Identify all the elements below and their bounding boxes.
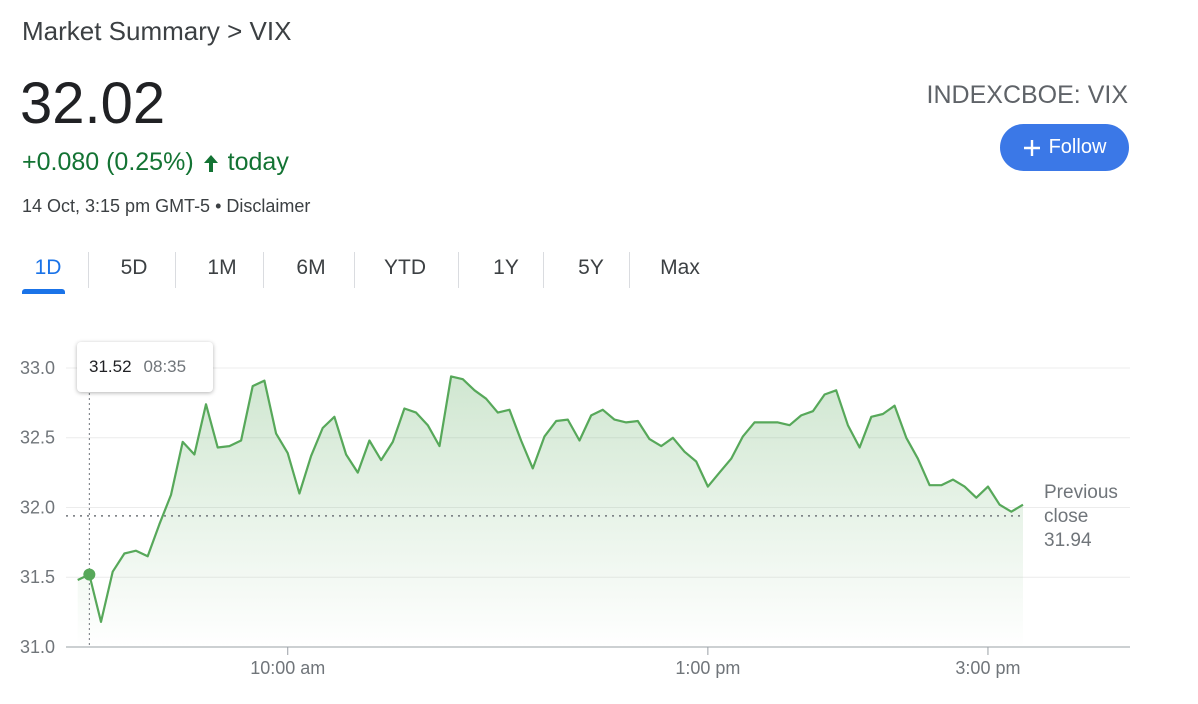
tab-indicator <box>22 289 65 294</box>
y-tick-label: 32.5 <box>20 428 55 448</box>
tab-separator <box>88 252 89 288</box>
tooltip-value: 31.52 <box>89 357 132 376</box>
breadcrumb[interactable]: Market Summary > VIX <box>22 16 292 46</box>
change-period: today <box>227 148 289 176</box>
price-line <box>77 375 1024 623</box>
x-tick-label: 10:00 am <box>250 658 325 678</box>
tooltip: 31.52 08:35 <box>77 342 213 392</box>
range-tab[interactable]: 1Y <box>493 256 519 279</box>
timestamp[interactable]: 14 Oct, 3:15 pm GMT-5 • Disclaimer <box>22 196 311 216</box>
plus-icon <box>1023 139 1040 156</box>
tab-separator <box>354 252 355 288</box>
tab-separator <box>629 252 630 288</box>
hover-dot <box>83 568 96 581</box>
range-tab[interactable]: 6M <box>296 256 326 279</box>
y-tick-label: 32.0 <box>20 497 55 517</box>
range-tab[interactable]: Max <box>660 256 700 279</box>
x-tick-label: 1:00 pm <box>675 658 740 678</box>
range-tab[interactable]: 1M <box>207 256 237 279</box>
range-tab[interactable]: YTD <box>384 256 426 279</box>
up-arrow-icon <box>203 154 218 172</box>
previous-close: Previous close 31.94 <box>1044 481 1124 553</box>
follow-label[interactable]: Follow <box>1048 136 1107 158</box>
tab-separator <box>543 252 544 288</box>
change-row: +0.080 (0.25%) today <box>22 148 289 177</box>
tab-separator <box>175 252 176 288</box>
range-tab[interactable]: 5Y <box>578 256 604 279</box>
ticker: INDEXCBOE: VIX <box>926 81 1128 109</box>
y-tick-label: 31.5 <box>20 567 55 587</box>
tab-separator <box>458 252 459 288</box>
price: 32.02 <box>20 71 166 136</box>
range-tab[interactable]: 1D <box>34 256 62 279</box>
previous-close-label: Previous close <box>1044 482 1118 527</box>
previous-close-value: 31.94 <box>1044 530 1092 551</box>
range-tab[interactable]: 5D <box>120 256 148 279</box>
tooltip-time: 08:35 <box>143 357 187 376</box>
x-tick-label: 3:00 pm <box>955 658 1020 678</box>
y-tick-label: 31.0 <box>20 637 55 657</box>
range-tabs: 1D 5D 1M 6M YTD 1Y 5Y Max <box>0 250 760 296</box>
area <box>77 376 1023 647</box>
follow-button[interactable]: Follow <box>1000 124 1129 171</box>
tab-separator <box>263 252 264 288</box>
change: +0.080 (0.25%) <box>22 148 194 176</box>
y-tick-label: 33.0 <box>20 358 55 378</box>
